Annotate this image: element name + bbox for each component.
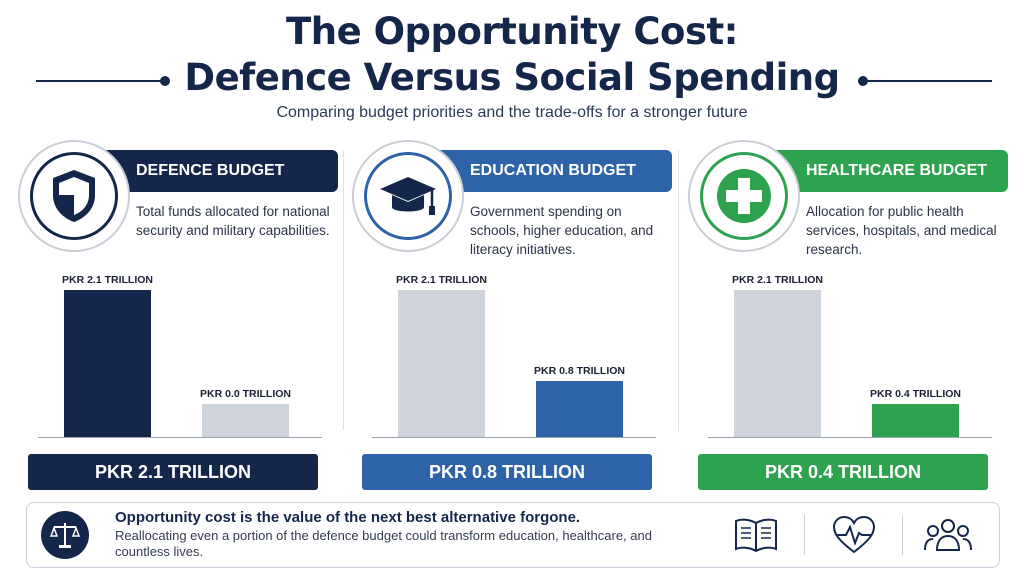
heartbeat-icon	[829, 513, 879, 557]
healthcare-panel: HEALTHCARE BUDGET Allocation for public …	[688, 140, 1008, 492]
graduation-cap-icon	[364, 152, 452, 240]
healthcare-total: PKR 0.4 TRILLION	[698, 454, 988, 490]
title-rule-right	[866, 80, 992, 82]
footer-icon-separator-2	[902, 515, 903, 555]
page-title-line-1: The Opportunity Cost:	[286, 10, 738, 53]
education-chart-baseline	[372, 437, 656, 438]
defence-total: PKR 2.1 TRILLION	[28, 454, 318, 490]
bar-1-label: PKR 2.1 TRILLION	[395, 274, 487, 286]
people-icon	[923, 513, 973, 557]
footer-callout: Opportunity cost is the value of the nex…	[26, 502, 1000, 568]
bar-1-label: PKR 2.1 TRILLION	[61, 274, 153, 286]
healthcare-chart-baseline	[708, 437, 992, 438]
bar-2-label: PKR 0.0 TRILLION	[199, 388, 291, 400]
panel-divider-2	[678, 150, 679, 430]
education-panel: EDUCATION BUDGET Government spending on …	[352, 140, 672, 492]
scales-icon	[41, 511, 89, 559]
header: The Opportunity Cost: Defence Versus Soc…	[0, 0, 1024, 130]
defence-badge	[18, 140, 130, 252]
bar-2	[536, 381, 623, 437]
bar-1-label: PKR 2.1 TRILLION	[731, 274, 823, 286]
title-rule-right-dot	[858, 76, 868, 86]
defence-panel: DEFENCE BUDGET Total funds allocated for…	[18, 140, 338, 492]
footer-body: Reallocating even a portion of the defen…	[115, 528, 652, 559]
bar-2-label: PKR 0.4 TRILLION	[869, 388, 961, 400]
healthcare-badge	[688, 140, 800, 252]
shield-icon	[30, 152, 118, 240]
bar-1	[398, 290, 485, 437]
education-description: Government spending on schools, higher e…	[470, 204, 654, 257]
education-total: PKR 0.8 TRILLION	[362, 454, 652, 490]
defence-description: Total funds allocated for national secur…	[136, 204, 330, 238]
education-badge	[352, 140, 464, 252]
title-rule-left	[36, 80, 164, 82]
title-rule-left-dot	[160, 76, 170, 86]
footer-headline: Opportunity cost is the value of the nex…	[115, 509, 581, 526]
medical-cross-icon	[700, 152, 788, 240]
bar-2	[202, 404, 289, 437]
bar-2	[872, 404, 959, 437]
healthcare-description: Allocation for public health services, h…	[806, 204, 997, 257]
bar-2-label: PKR 0.8 TRILLION	[533, 365, 625, 377]
bar-1	[64, 290, 151, 437]
footer-icon-separator-1	[804, 515, 805, 555]
defence-chart-baseline	[38, 437, 322, 438]
book-icon	[731, 513, 781, 557]
page-subtitle: Comparing budget priorities and the trad…	[276, 104, 748, 121]
bar-1	[734, 290, 821, 437]
page-title-line-2: Defence Versus Social Spending	[184, 56, 840, 99]
panel-divider-1	[343, 150, 344, 430]
